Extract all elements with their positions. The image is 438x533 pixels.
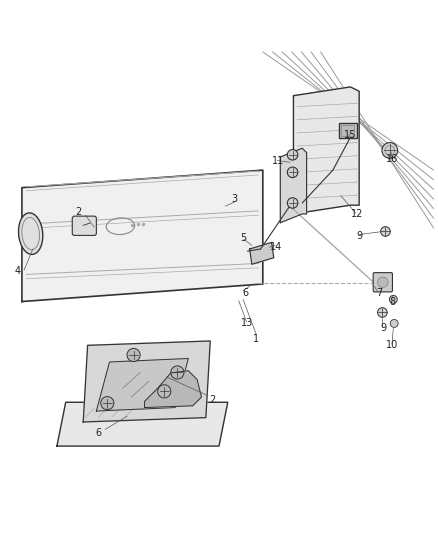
Text: 7: 7 [376,288,382,298]
Text: 1: 1 [253,334,259,344]
FancyBboxPatch shape [373,273,392,292]
Polygon shape [83,341,210,422]
Circle shape [381,227,390,236]
Circle shape [171,366,184,379]
Text: 10: 10 [386,341,398,350]
Circle shape [382,142,398,158]
Text: 2: 2 [209,395,215,405]
Text: 13: 13 [241,318,254,328]
Text: 5: 5 [240,233,246,243]
Polygon shape [22,170,263,302]
Circle shape [390,319,398,327]
Text: 16: 16 [386,154,398,164]
Text: 14: 14 [270,242,282,252]
Circle shape [158,385,171,398]
Text: 4: 4 [14,266,21,276]
Polygon shape [280,148,307,223]
Ellipse shape [18,213,43,254]
Circle shape [389,295,397,303]
Text: 9: 9 [356,231,362,241]
Polygon shape [293,87,359,214]
Circle shape [287,167,298,177]
Polygon shape [96,359,188,411]
Text: 9: 9 [380,323,386,333]
Text: 6: 6 [242,288,248,298]
FancyBboxPatch shape [72,216,96,236]
FancyBboxPatch shape [341,125,354,136]
Polygon shape [145,371,201,408]
Polygon shape [250,243,274,264]
Circle shape [378,308,387,317]
FancyBboxPatch shape [339,123,357,138]
Text: 6: 6 [95,428,102,438]
Text: 12: 12 [351,209,363,219]
Circle shape [287,198,298,208]
Text: 15: 15 [344,130,357,140]
Text: 11: 11 [272,156,284,166]
Text: 2: 2 [76,207,82,217]
Text: 3: 3 [231,193,237,204]
Polygon shape [57,402,228,446]
Text: 8: 8 [389,296,395,306]
Circle shape [287,150,298,160]
Circle shape [101,397,114,410]
Circle shape [378,277,388,287]
Circle shape [127,349,140,361]
